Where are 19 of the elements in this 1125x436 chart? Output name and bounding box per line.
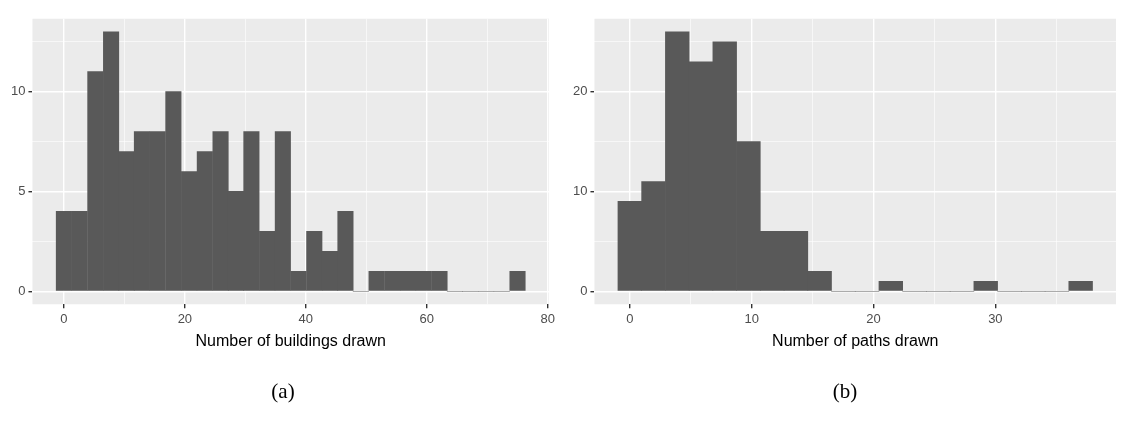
y-tick-label: 5: [18, 183, 26, 199]
y-tick-label: 20: [572, 83, 588, 99]
y-tick-label: 10: [572, 183, 588, 199]
x-tick-label: 20: [177, 310, 193, 326]
text: (b): [832, 379, 858, 404]
x-tick-label: 0: [626, 310, 634, 326]
x-axis-title: Number of buildings drawn: [195, 331, 386, 349]
x-tick-label: 20: [866, 310, 881, 326]
y-tick-label: 0: [580, 282, 588, 298]
x-tick-label: 30: [988, 310, 1003, 326]
x-axis-title: Number of paths drawn: [772, 331, 939, 349]
x-tick-label: 10: [744, 310, 759, 326]
y-tick-label: 10: [10, 83, 26, 99]
x-tick-label: 0: [60, 310, 68, 326]
x-tick-label: 60: [419, 310, 435, 326]
y-tick-label: 0: [18, 282, 26, 298]
x-tick-label: 80: [540, 310, 555, 326]
text: (a): [271, 379, 295, 404]
x-tick-label: 40: [298, 310, 314, 326]
